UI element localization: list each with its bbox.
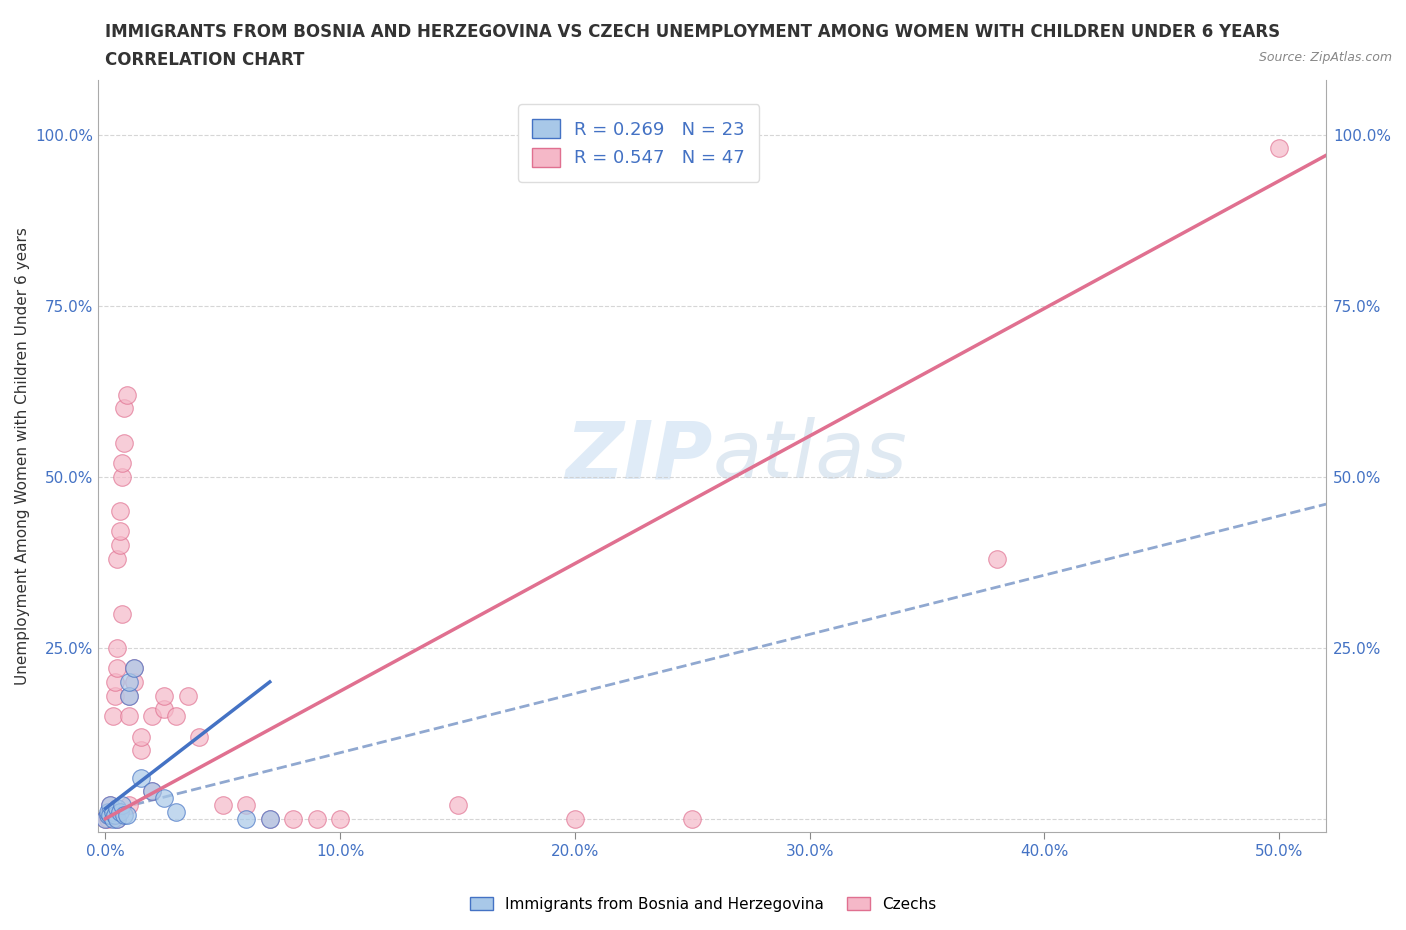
- Immigrants from Bosnia and Herzegovina: [122, 661, 145, 676]
- Czechs: [118, 798, 141, 813]
- Immigrants from Bosnia and Herzegovina: [108, 804, 131, 819]
- Immigrants from Bosnia and Herzegovina: [98, 808, 121, 823]
- Czechs: [104, 688, 127, 703]
- Czechs: [564, 811, 586, 826]
- Czechs: [188, 729, 211, 744]
- Czechs: [112, 435, 135, 450]
- Immigrants from Bosnia and Herzegovina: [111, 798, 134, 813]
- Czechs: [153, 688, 176, 703]
- Text: Source: ZipAtlas.com: Source: ZipAtlas.com: [1258, 51, 1392, 64]
- Immigrants from Bosnia and Herzegovina: [165, 804, 187, 819]
- Czechs: [108, 524, 131, 538]
- Immigrants from Bosnia and Herzegovina: [94, 811, 117, 826]
- Immigrants from Bosnia and Herzegovina: [105, 801, 128, 816]
- Text: ZIP: ZIP: [565, 418, 713, 496]
- Immigrants from Bosnia and Herzegovina: [98, 798, 121, 813]
- Immigrants from Bosnia and Herzegovina: [118, 674, 141, 689]
- Czechs: [108, 503, 131, 518]
- Czechs: [111, 606, 134, 621]
- Czechs: [105, 811, 128, 826]
- Text: IMMIGRANTS FROM BOSNIA AND HERZEGOVINA VS CZECH UNEMPLOYMENT AMONG WOMEN WITH CH: IMMIGRANTS FROM BOSNIA AND HERZEGOVINA V…: [105, 23, 1281, 41]
- Czechs: [97, 811, 120, 826]
- Text: atlas: atlas: [713, 418, 907, 496]
- Czechs: [98, 798, 121, 813]
- Immigrants from Bosnia and Herzegovina: [97, 804, 120, 819]
- Czechs: [105, 661, 128, 676]
- Immigrants from Bosnia and Herzegovina: [259, 811, 281, 826]
- Legend: Immigrants from Bosnia and Herzegovina, Czechs: Immigrants from Bosnia and Herzegovina, …: [464, 890, 942, 918]
- Czechs: [259, 811, 281, 826]
- Immigrants from Bosnia and Herzegovina: [112, 808, 135, 823]
- Czechs: [329, 811, 352, 826]
- Czechs: [111, 470, 134, 485]
- Czechs: [111, 456, 134, 471]
- Immigrants from Bosnia and Herzegovina: [129, 770, 152, 785]
- Text: CORRELATION CHART: CORRELATION CHART: [105, 51, 305, 69]
- Czechs: [165, 709, 187, 724]
- Czechs: [141, 784, 163, 799]
- Czechs: [94, 811, 117, 826]
- Czechs: [129, 729, 152, 744]
- Czechs: [176, 688, 198, 703]
- Immigrants from Bosnia and Herzegovina: [101, 804, 124, 819]
- Czechs: [986, 551, 1008, 566]
- Immigrants from Bosnia and Herzegovina: [153, 790, 176, 805]
- Immigrants from Bosnia and Herzegovina: [141, 784, 163, 799]
- Czechs: [112, 401, 135, 416]
- Czechs: [235, 798, 257, 813]
- Czechs: [118, 709, 141, 724]
- Czechs: [283, 811, 305, 826]
- Immigrants from Bosnia and Herzegovina: [104, 808, 127, 823]
- Czechs: [211, 798, 233, 813]
- Czechs: [122, 674, 145, 689]
- Czechs: [129, 743, 152, 758]
- Czechs: [446, 798, 468, 813]
- Czechs: [115, 387, 138, 402]
- Czechs: [141, 709, 163, 724]
- Immigrants from Bosnia and Herzegovina: [115, 808, 138, 823]
- Czechs: [97, 808, 120, 823]
- Immigrants from Bosnia and Herzegovina: [97, 808, 120, 823]
- Czechs: [681, 811, 703, 826]
- Czechs: [98, 804, 121, 819]
- Immigrants from Bosnia and Herzegovina: [235, 811, 257, 826]
- Immigrants from Bosnia and Herzegovina: [105, 811, 128, 826]
- Czechs: [101, 808, 124, 823]
- Czechs: [105, 551, 128, 566]
- Czechs: [122, 661, 145, 676]
- Czechs: [105, 640, 128, 655]
- Immigrants from Bosnia and Herzegovina: [101, 811, 124, 826]
- Czechs: [118, 688, 141, 703]
- Y-axis label: Unemployment Among Women with Children Under 6 years: Unemployment Among Women with Children U…: [15, 227, 30, 685]
- Czechs: [108, 538, 131, 552]
- Czechs: [305, 811, 328, 826]
- Czechs: [101, 709, 124, 724]
- Immigrants from Bosnia and Herzegovina: [118, 688, 141, 703]
- Czechs: [104, 674, 127, 689]
- Legend: R = 0.269   N = 23, R = 0.547   N = 47: R = 0.269 N = 23, R = 0.547 N = 47: [517, 104, 759, 182]
- Czechs: [1268, 141, 1291, 156]
- Czechs: [153, 702, 176, 717]
